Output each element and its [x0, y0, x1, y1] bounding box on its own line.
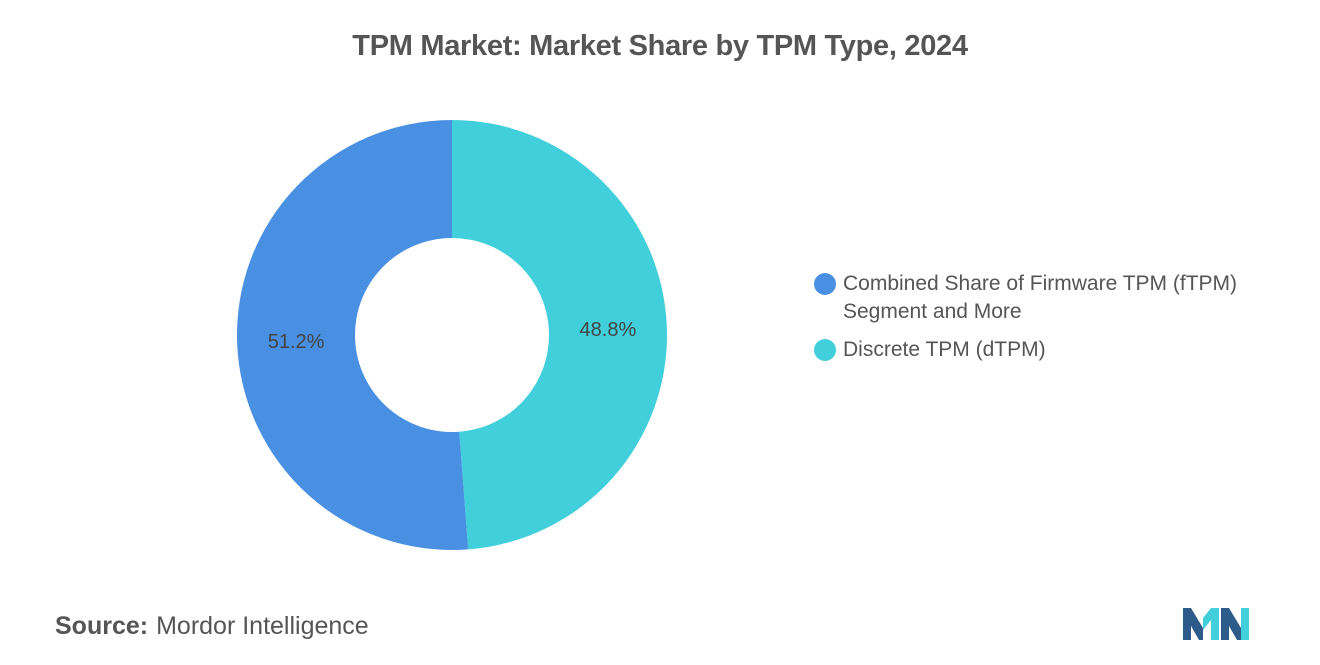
legend-label-ftpm-line1: Combined Share of Firmware TPM (fTPM) [843, 272, 1238, 295]
slice-label-ftpm: 51.2% [268, 331, 325, 353]
slice-dtpm[interactable] [452, 120, 667, 550]
source-text: Mordor Intelligence [156, 612, 369, 640]
slice-labels: 48.8% 51.2% [268, 319, 637, 353]
mordor-intelligence-logo-icon [1183, 608, 1249, 640]
chart-title: TPM Market: Market Share by TPM Type, 20… [352, 30, 968, 62]
legend-label-dtpm: Discrete TPM (dTPM) [843, 338, 1046, 361]
legend-swatch-ftpm [814, 273, 836, 295]
slice-label-dtpm: 48.8% [580, 319, 637, 341]
source-prefix: Source: [55, 612, 149, 640]
chart-legend: Combined Share of Firmware TPM (fTPM) Se… [814, 270, 1284, 374]
legend-item-dtpm[interactable]: Discrete TPM (dTPM) [814, 336, 1284, 364]
donut-slices [236, 120, 667, 550]
legend-item-ftpm[interactable]: Combined Share of Firmware TPM (fTPM) Se… [814, 270, 1284, 326]
legend-label-ftpm: Combined Share of Firmware TPM (fTPM) Se… [843, 270, 1237, 326]
legend-swatch-dtpm [814, 339, 836, 361]
slice-ftpm[interactable] [236, 120, 469, 550]
legend-label-ftpm-line2: Segment and More [843, 300, 1022, 323]
source-note: Source: Mordor Intelligence [55, 612, 369, 641]
